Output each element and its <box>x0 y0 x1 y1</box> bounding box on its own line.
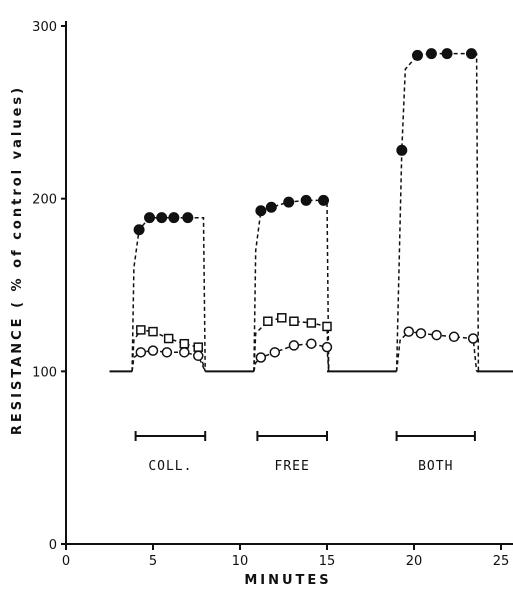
open-square-point <box>289 316 299 327</box>
filled-circle-point <box>411 49 423 61</box>
x-axis-title: MINUTES <box>244 573 331 588</box>
filled-circle-point <box>182 212 194 224</box>
axes <box>65 21 513 545</box>
open-square-point <box>179 338 190 349</box>
open-circle-point <box>431 329 442 341</box>
open-circle-point <box>255 352 267 363</box>
open-circle-point <box>269 347 281 358</box>
open-circle-trace <box>253 342 330 372</box>
series-traces <box>131 52 480 372</box>
open-circle-point <box>403 326 415 337</box>
open-circle-point <box>147 345 159 356</box>
x-tick-label: 0 <box>62 554 70 569</box>
period-label: FREE <box>275 459 310 474</box>
series-markers <box>133 48 479 363</box>
open-square-point <box>136 325 146 335</box>
y-tick-label: 300 <box>32 20 57 35</box>
filled-circle-point <box>156 212 168 224</box>
filled-circle-point <box>255 205 267 217</box>
filled-circle-point <box>168 212 180 224</box>
filled-circle-point <box>441 48 453 60</box>
open-square-point <box>306 318 317 328</box>
filled-circle-point <box>300 194 312 206</box>
x-tick-label: 15 <box>319 554 336 569</box>
open-circle-point <box>135 347 147 358</box>
open-circle-point <box>467 333 479 344</box>
open-circle-point <box>306 338 317 349</box>
open-square-point <box>277 313 287 323</box>
x-tick-label: 25 <box>493 554 510 569</box>
filled-circle-trace <box>395 52 480 372</box>
open-square-point <box>163 333 174 344</box>
open-square-point <box>263 316 273 327</box>
filled-circle-point <box>318 194 330 206</box>
open-circle-point <box>288 340 300 351</box>
open-circle-point <box>192 350 204 362</box>
open-square-point <box>193 342 203 352</box>
y-tick-label: 200 <box>32 193 57 208</box>
filled-circle-point <box>144 212 156 224</box>
filled-circle-point <box>283 196 295 208</box>
x-ticks: 0 5 10 15 20 25 <box>62 544 509 569</box>
y-tick-label: 0 <box>49 538 57 553</box>
filled-circle-point <box>396 144 408 156</box>
filled-circle-point <box>265 201 277 213</box>
filled-circle-point <box>133 224 145 236</box>
period-brackets: COLL. FREE BOTH <box>134 431 476 474</box>
x-tick-label: 20 <box>406 554 423 569</box>
x-tick-label: 10 <box>232 554 249 569</box>
filled-circle-point <box>465 48 477 60</box>
open-circle-point <box>179 347 190 358</box>
y-tick-label: 100 <box>32 365 57 380</box>
filled-circle-point <box>425 48 437 60</box>
open-square-point <box>148 326 158 337</box>
open-square-point <box>322 321 332 332</box>
open-circle-point <box>161 347 173 358</box>
open-circle-point <box>415 328 427 339</box>
y-axis-title: RESISTANCE ( % of control values) <box>10 85 25 435</box>
open-circle-point <box>448 331 460 343</box>
x-tick-label: 5 <box>149 554 157 569</box>
period-label: BOTH <box>418 459 453 474</box>
y-ticks: 0 100 200 300 <box>32 20 66 553</box>
period-label: COLL. <box>148 459 192 474</box>
open-circle-point <box>321 341 333 353</box>
